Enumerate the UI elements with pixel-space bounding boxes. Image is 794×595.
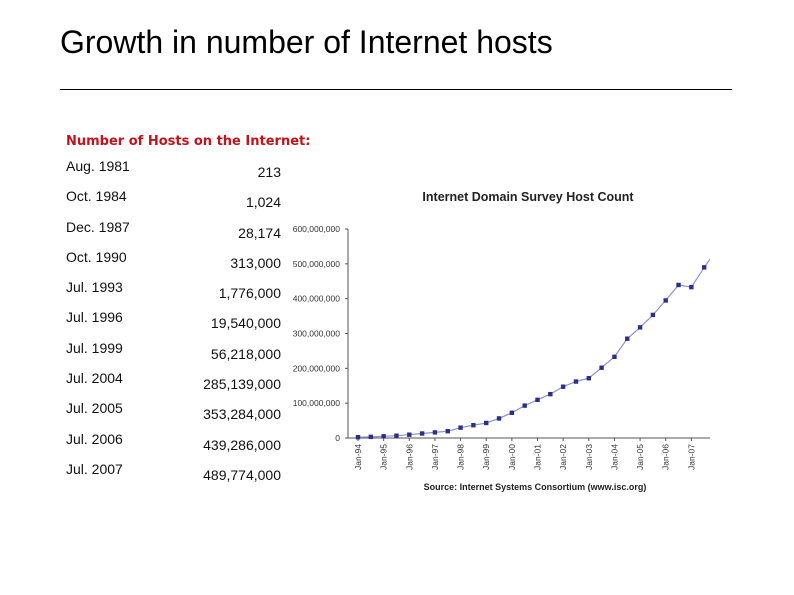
hosts-row: Jul. 2007 489,774,000 <box>66 459 281 489</box>
data-point <box>548 391 553 397</box>
hosts-date: Jul. 2005 <box>66 400 123 417</box>
hosts-count: 313,000 <box>230 254 281 271</box>
data-point <box>689 284 694 290</box>
x-tick-label: Jan-03 <box>584 444 594 470</box>
data-point <box>599 365 604 370</box>
hosts-row: Jul. 1999 56,218,000 <box>66 338 281 368</box>
hosts-count: 28,174 <box>238 224 281 241</box>
host-count-chart: Internet Domain Survey Host Count 0 100,0… <box>293 190 710 492</box>
y-tick-label: 0 <box>335 433 340 443</box>
data-point <box>586 376 591 381</box>
hosts-date: Jul. 1993 <box>66 279 123 296</box>
hosts-count: 353,284,000 <box>203 406 281 423</box>
data-point <box>432 430 438 435</box>
data-point <box>676 282 681 288</box>
y-tick-label: 300,000,000 <box>293 329 341 339</box>
data-point <box>407 432 412 437</box>
data-point <box>419 431 425 436</box>
data-point <box>355 435 361 440</box>
data-point <box>509 410 515 415</box>
hosts-count: 489,774,000 <box>203 466 281 483</box>
hosts-count: 439,286,000 <box>203 436 281 453</box>
data-point <box>394 433 399 438</box>
data-point <box>573 379 579 384</box>
data-point <box>381 434 386 439</box>
x-tick-label: Jan-04 <box>609 444 619 470</box>
data-point <box>484 420 489 426</box>
hosts-date: Oct. 1984 <box>66 188 127 205</box>
data-point <box>535 397 540 403</box>
data-point <box>637 325 643 330</box>
hosts-row: Jul. 2006 439,286,000 <box>66 429 281 459</box>
series-layer <box>355 258 710 440</box>
hosts-count: 213 <box>257 164 281 180</box>
hosts-count: 56,218,000 <box>210 345 281 362</box>
x-tick-label: Jan-01 <box>533 444 543 470</box>
x-tick-label: Jan-98 <box>456 444 466 470</box>
y-tick-label: 100,000,000 <box>293 398 341 408</box>
hosts-date: Jul. 2006 <box>66 430 123 447</box>
y-axis: 0 100,000,000 200,000,000 300,000,000 400,00… <box>293 224 349 443</box>
slide-title: Growth in number of Internet hosts <box>60 24 553 60</box>
hosts-date: Dec. 1987 <box>66 218 130 235</box>
x-tick-label: Jan-95 <box>379 444 389 470</box>
chart-title: Internet Domain Survey Host Count <box>422 190 634 204</box>
data-point <box>368 434 374 440</box>
hosts-date: Jul. 1999 <box>66 339 123 356</box>
hosts-row: Jul. 2005 353,284,000 <box>66 398 281 428</box>
hosts-count: 285,139,000 <box>203 376 281 393</box>
data-point <box>625 336 630 341</box>
data-point <box>471 423 476 428</box>
hosts-date: Jul. 2004 <box>66 370 123 387</box>
data-point <box>663 298 668 303</box>
table-heading: Number of Hosts on the Internet: <box>66 134 311 149</box>
x-tick-label: Jan-06 <box>661 444 671 470</box>
data-point <box>560 384 566 389</box>
hosts-row: Jul. 2004 285,139,000 <box>66 368 281 398</box>
hosts-row: Oct. 1984 1,024 <box>66 186 281 216</box>
chart-source: Source: Internet Systems Consortium (www… <box>424 482 647 492</box>
hosts-row: Aug. 1981 213 <box>66 156 281 186</box>
data-point <box>458 425 463 430</box>
hosts-date: Jul. 1996 <box>66 309 123 326</box>
x-tick-label: Jan-97 <box>430 444 440 470</box>
x-tick-label: Jan-00 <box>507 444 517 470</box>
x-tick-label: Jan-05 <box>635 444 645 470</box>
data-point <box>496 416 502 421</box>
hosts-date: Oct. 1990 <box>66 248 127 265</box>
hosts-count: 1,024 <box>245 194 281 211</box>
hosts-table: Aug. 1981 213 Oct. 1984 1,024 Dec. 1987 28,17… <box>66 156 281 489</box>
y-tick-label: 400,000,000 <box>293 294 341 304</box>
x-tick-label: Jan-94 <box>353 444 363 470</box>
hosts-row: Jul. 1993 1,776,000 <box>66 277 281 307</box>
hosts-row: Oct. 1990 313,000 <box>66 247 281 277</box>
data-point <box>612 354 617 360</box>
x-tick-label: Jan-07 <box>686 444 696 470</box>
hosts-date: Jul. 2007 <box>66 460 123 477</box>
hosts-date: Aug. 1981 <box>66 158 130 174</box>
data-point <box>522 403 527 408</box>
hosts-count: 19,540,000 <box>210 315 281 332</box>
y-tick-label: 200,000,000 <box>293 363 341 373</box>
hosts-count: 1,776,000 <box>218 285 281 302</box>
series-line <box>357 258 710 438</box>
x-axis: Jan-94 Jan-95 Jan-96 Jan-97 Jan-98 Jan-99 Jan-… <box>348 437 710 470</box>
hosts-row: Jul. 1996 19,540,000 <box>66 307 281 337</box>
title-divider <box>60 89 732 90</box>
x-tick-label: Jan-96 <box>404 444 414 470</box>
y-tick-label: 600,000,000 <box>293 224 341 234</box>
x-tick-label: Jan-02 <box>558 444 568 470</box>
data-point <box>445 429 450 434</box>
y-tick-label: 500,000,000 <box>293 259 341 269</box>
data-point <box>650 312 656 318</box>
x-tick-label: Jan-99 <box>481 444 491 470</box>
data-point <box>701 265 707 270</box>
hosts-row: Dec. 1987 28,174 <box>66 217 281 247</box>
